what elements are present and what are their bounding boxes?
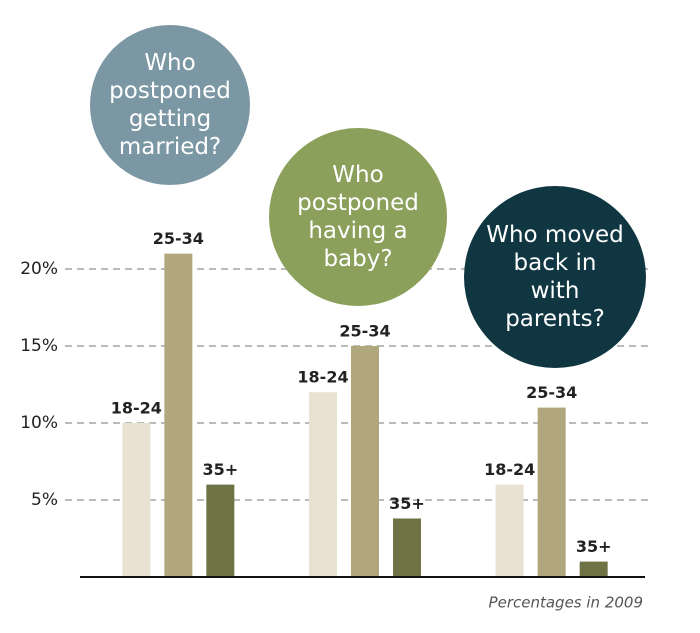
bar-label: 25-34 bbox=[526, 383, 577, 402]
bar-label: 18-24 bbox=[297, 368, 348, 387]
y-tick-label: 5% bbox=[31, 490, 58, 510]
bar bbox=[537, 407, 566, 577]
question-bubble: Who moved back in with parents? bbox=[464, 186, 646, 368]
bar bbox=[122, 423, 151, 577]
y-tick-label: 15% bbox=[20, 336, 58, 356]
question-bubble: Who postponed having a baby? bbox=[269, 128, 447, 306]
y-tick-label: 20% bbox=[20, 259, 58, 279]
bar bbox=[393, 518, 421, 577]
question-bubble: Who postponed getting married? bbox=[90, 25, 250, 185]
bar-label: 18-24 bbox=[484, 460, 535, 479]
note: Percentages in 2009 bbox=[489, 594, 643, 612]
bar-label: 35+ bbox=[389, 494, 425, 513]
bar-label: 25-34 bbox=[153, 229, 204, 248]
bar-label: 35+ bbox=[576, 537, 612, 556]
bar bbox=[351, 346, 379, 577]
bar bbox=[206, 484, 235, 577]
bar-label: 35+ bbox=[202, 460, 238, 479]
y-tick-label: 10% bbox=[20, 413, 58, 433]
bar-label: 18-24 bbox=[111, 399, 162, 418]
bar bbox=[164, 253, 193, 577]
bar-label: 25-34 bbox=[339, 322, 390, 341]
bar bbox=[579, 561, 608, 577]
bar bbox=[495, 484, 524, 577]
bar bbox=[309, 392, 337, 577]
